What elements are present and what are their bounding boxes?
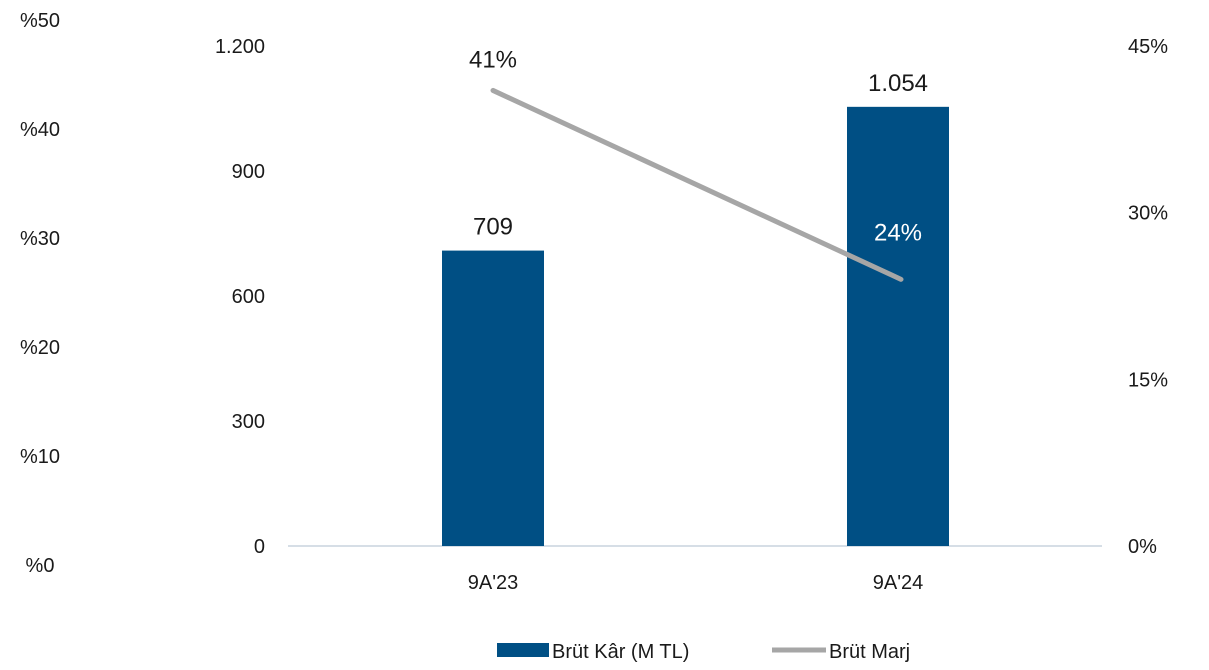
line-path [490, 87, 904, 282]
line-series: 41% 24% [469, 46, 922, 282]
x-tick-label: 9A'24 [873, 572, 924, 594]
line-data-label: 24% [874, 219, 922, 246]
far-left-tick-label: %20 [20, 337, 60, 359]
right-tick-label: 0% [1128, 536, 1157, 558]
legend-swatch-bar [497, 643, 549, 657]
far-left-tick-label: %50 [20, 10, 60, 32]
left-tick-label: 600 [232, 286, 265, 308]
left-tick-label: 1.200 [215, 36, 265, 58]
bar-data-label: 709 [473, 214, 513, 241]
left-axis: 0 300 600 900 1.200 [215, 36, 265, 558]
left-tick-label: 900 [232, 161, 265, 183]
bar [847, 106, 949, 546]
far-left-tick-label: %40 [20, 119, 60, 141]
right-tick-label: 15% [1128, 369, 1168, 391]
legend: Brüt Kâr (M TL) Brüt Marj [497, 641, 910, 663]
right-tick-label: 30% [1128, 203, 1168, 225]
x-tick-label: 9A'23 [468, 572, 519, 594]
legend-label-bar: Brüt Kâr (M TL) [552, 641, 689, 663]
far-left-tick-label: %30 [20, 228, 60, 250]
bar-series: 709 1.054 [442, 70, 949, 547]
bar [442, 250, 544, 547]
far-left-tick-label: %10 [20, 446, 60, 468]
bar-data-label: 1.054 [868, 70, 928, 97]
right-axis: 0% 15% 30% 45% [1128, 36, 1168, 558]
left-tick-label: 0 [254, 536, 265, 558]
far-left-tick-label: %0 [26, 555, 55, 577]
x-axis-labels: 9A'23 9A'24 [468, 572, 924, 594]
far-left-axis: %0 %10 %20 %30 %40 %50 [20, 10, 60, 577]
legend-label-line: Brüt Marj [829, 641, 910, 663]
left-tick-label: 300 [232, 411, 265, 433]
line-data-label: 41% [469, 46, 517, 73]
right-tick-label: 45% [1128, 36, 1168, 58]
